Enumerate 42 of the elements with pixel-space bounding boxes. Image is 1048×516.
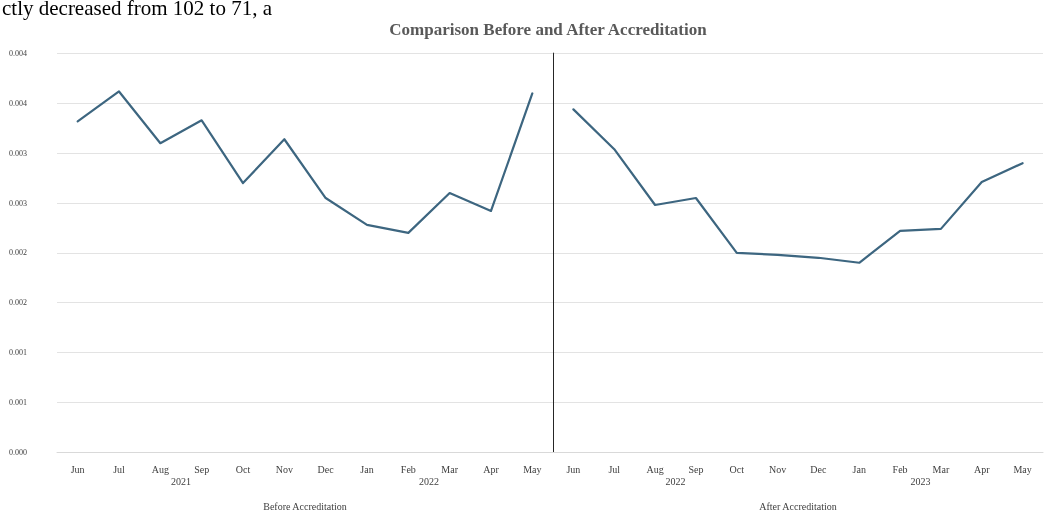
x-tick-label: Jul: [113, 463, 126, 475]
x-tick-label: Apr: [973, 463, 991, 475]
x-axis-title: Before Accreditation: [263, 500, 347, 512]
y-tick-label: 0.001: [9, 397, 27, 407]
y-tick-label: 0.004: [9, 49, 27, 59]
text: 2021: [171, 475, 191, 487]
y-tick-label: 0.003: [9, 198, 27, 208]
text: 2023: [910, 475, 931, 487]
x-tick-label: Aug: [151, 463, 169, 475]
x-tick-label: Mar: [441, 463, 459, 475]
x-tick-label: Sep: [688, 463, 704, 475]
y-tick-label: 0.002: [9, 248, 27, 258]
chart-title: Comparison Before and After Accreditation: [388, 20, 708, 40]
text: 2022: [665, 475, 686, 487]
x-tick-label: Apr: [483, 463, 500, 475]
x-tick-label: Oct: [729, 463, 745, 475]
x-tick-label: Nov: [768, 463, 787, 475]
line-series: [76, 90, 534, 234]
x-tick-label: Jun: [566, 463, 581, 475]
x-tick-label: Mar: [932, 463, 950, 475]
x-tick-label: May: [1013, 463, 1032, 475]
x-tick-label: Feb: [400, 463, 416, 475]
text: 2022: [419, 475, 439, 487]
x-tick-label: Oct: [235, 463, 251, 475]
x-tick-label: May: [523, 463, 542, 475]
y-tick-label: 0.004: [9, 98, 27, 108]
y-tick-label: 0.001: [9, 347, 27, 357]
x-tick-label: Jan: [360, 463, 374, 475]
x-tick-label: Nov: [275, 463, 293, 475]
x-tick-label: Jul: [608, 463, 621, 475]
y-tick-label: 0.002: [9, 298, 27, 308]
x-tick-label: Jan: [852, 463, 866, 475]
x-tick-label: Dec: [317, 463, 335, 475]
text: ctly decreased from 102 to 71, a: [2, 0, 272, 21]
x-tick-label: Aug: [646, 463, 664, 475]
x-axis-title: After Accreditation: [759, 500, 837, 512]
x-tick-label: Feb: [892, 463, 908, 475]
x-tick-label: Sep: [194, 463, 210, 475]
y-tick-label: 0.000: [9, 447, 27, 457]
y-tick-label: 0.003: [9, 148, 27, 158]
x-tick-label: Jun: [70, 463, 85, 475]
x-tick-label: Dec: [810, 463, 828, 475]
